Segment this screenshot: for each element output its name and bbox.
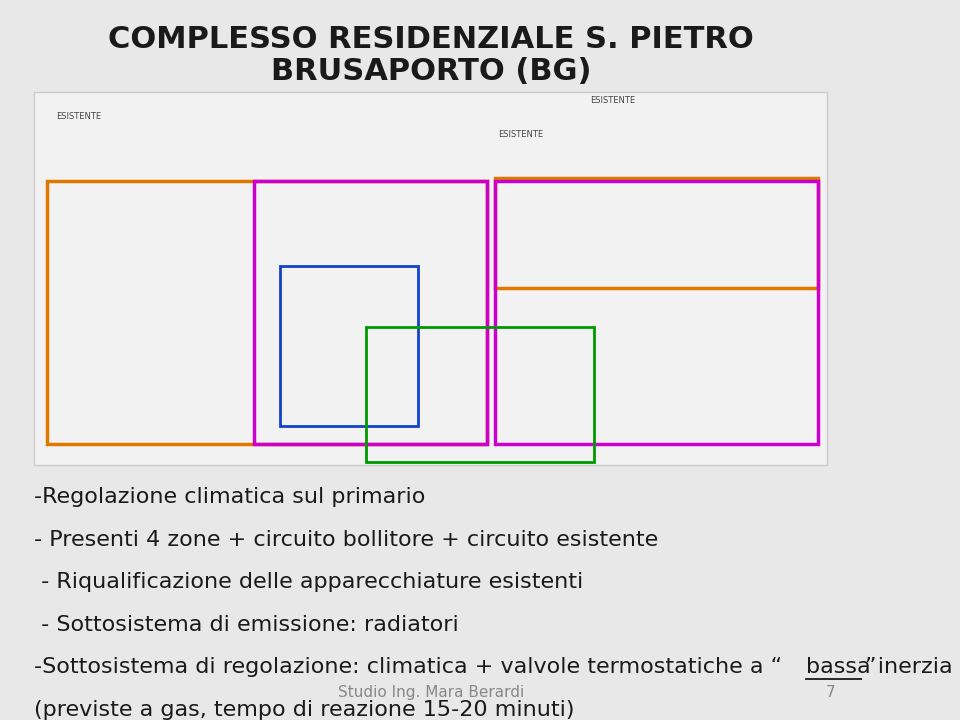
Text: - Presenti 4 zone + circuito bollitore + circuito esistente: - Presenti 4 zone + circuito bollitore +… bbox=[35, 530, 659, 549]
Text: BRUSAPORTO (BG): BRUSAPORTO (BG) bbox=[271, 56, 591, 86]
FancyBboxPatch shape bbox=[35, 92, 828, 465]
Text: (previste a gas, tempo di reazione 15-20 minuti): (previste a gas, tempo di reazione 15-20… bbox=[35, 700, 575, 720]
Text: - Sottosistema di emissione: radiatori: - Sottosistema di emissione: radiatori bbox=[35, 615, 459, 635]
Text: -Regolazione climatica sul primario: -Regolazione climatica sul primario bbox=[35, 487, 426, 507]
Text: Studio Ing. Mara Berardi: Studio Ing. Mara Berardi bbox=[338, 685, 524, 700]
Text: ”: ” bbox=[864, 657, 876, 678]
Text: ESISTENTE: ESISTENTE bbox=[590, 96, 636, 105]
Text: bassa inerzia: bassa inerzia bbox=[805, 657, 952, 678]
Text: COMPLESSO RESIDENZIALE S. PIETRO: COMPLESSO RESIDENZIALE S. PIETRO bbox=[108, 24, 754, 53]
Text: ESISTENTE: ESISTENTE bbox=[56, 112, 101, 121]
Text: 7: 7 bbox=[826, 685, 835, 700]
Text: ESISTENTE: ESISTENTE bbox=[498, 130, 543, 140]
Text: - Riqualificazione delle apparecchiature esistenti: - Riqualificazione delle apparecchiature… bbox=[35, 572, 584, 593]
Text: -Sottosistema di regolazione: climatica + valvole termostatiche a “: -Sottosistema di regolazione: climatica … bbox=[35, 657, 782, 678]
